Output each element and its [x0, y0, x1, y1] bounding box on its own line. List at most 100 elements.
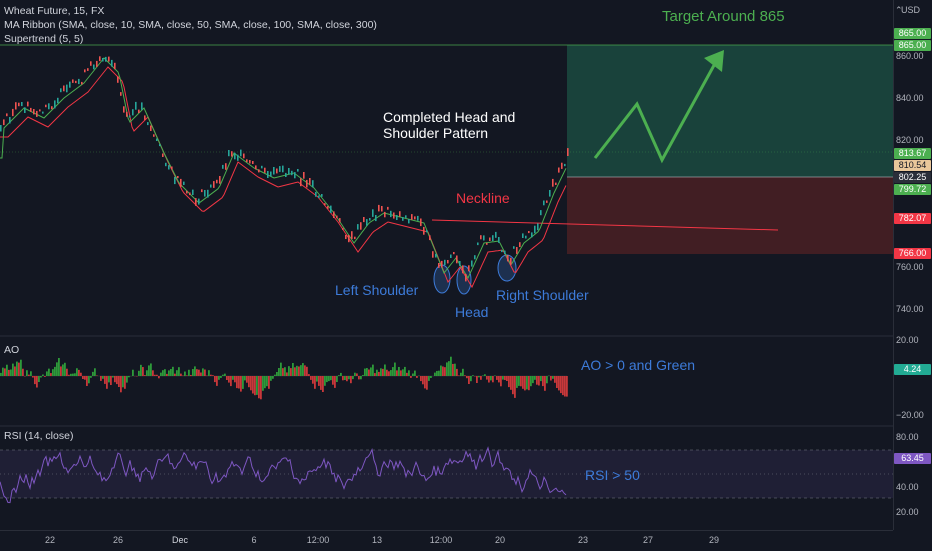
candle — [201, 189, 203, 192]
ao-annotation[interactable]: AO > 0 and Green — [581, 357, 695, 373]
pattern-annotation-line1[interactable]: Completed Head and — [383, 109, 515, 125]
ao-bar — [414, 371, 416, 376]
ao-bar — [252, 376, 254, 394]
candle — [381, 206, 383, 212]
candle — [363, 217, 365, 222]
candle — [210, 185, 212, 188]
target-zone[interactable] — [567, 45, 893, 177]
ao-bar — [64, 363, 66, 376]
time-label: 23 — [578, 535, 588, 545]
candle — [324, 203, 326, 205]
ao-bar — [60, 366, 62, 376]
candle — [351, 231, 353, 239]
candle — [246, 159, 248, 162]
rsi-annotation[interactable]: RSI > 50 — [585, 467, 640, 483]
candle — [498, 237, 500, 243]
candle — [93, 65, 95, 70]
ao-bar — [26, 370, 28, 376]
ao-bar — [2, 368, 4, 376]
supertrend-line — [0, 67, 566, 287]
left-shoulder-annotation[interactable]: Left Shoulder — [335, 282, 418, 298]
candle — [492, 235, 494, 241]
ao-bar — [426, 376, 428, 390]
stop-zone[interactable] — [567, 177, 893, 254]
ao-bar — [236, 376, 238, 388]
candle — [237, 155, 239, 161]
ao-bar — [118, 376, 120, 387]
ao-bar — [214, 376, 216, 382]
candle — [0, 125, 2, 132]
candle — [3, 119, 5, 125]
ao-bar — [524, 376, 526, 390]
pattern-annotation-line2[interactable]: Shoulder Pattern — [383, 125, 488, 141]
ao-bar — [330, 376, 332, 380]
price-tag-entry: 802.25 — [894, 172, 931, 183]
legend-rsi[interactable]: RSI (14, close) — [4, 430, 73, 442]
candle — [123, 106, 125, 112]
candle — [495, 232, 497, 238]
price-tick-860: 860.00 — [896, 51, 924, 61]
ao-bar — [194, 366, 196, 376]
ao-bar — [44, 376, 46, 377]
ao-bar — [556, 376, 558, 388]
candle — [84, 69, 86, 72]
ao-bar — [482, 375, 484, 376]
candle — [417, 216, 419, 221]
legend-symbol[interactable]: Wheat Future, 15, FX — [4, 5, 104, 17]
time-axis[interactable]: 22 26 Dec 6 12:00 13 12:00 20 23 27 29 — [0, 530, 893, 551]
candle — [513, 246, 515, 249]
ao-bar — [208, 370, 210, 376]
candle — [399, 211, 401, 216]
ao-bar — [312, 376, 314, 384]
ao-bar — [290, 368, 292, 376]
ao-bar — [260, 376, 262, 399]
ao-bar — [332, 376, 334, 385]
chart-canvas[interactable] — [0, 0, 893, 530]
ao-bar — [10, 369, 12, 376]
currency-label[interactable]: USD — [901, 5, 920, 15]
neckline-annotation[interactable]: Neckline — [456, 190, 510, 206]
ao-bar — [354, 373, 356, 376]
head-annotation[interactable]: Head — [455, 304, 488, 320]
legend-ma-ribbon[interactable]: MA Ribbon (SMA, close, 10, SMA, close, 5… — [4, 19, 377, 31]
ao-bar — [94, 368, 96, 376]
ao-bar — [306, 367, 308, 376]
candle — [216, 180, 218, 184]
ao-bar — [430, 376, 432, 378]
ao-bar — [484, 374, 486, 376]
target-annotation[interactable]: Target Around 865 — [662, 8, 785, 25]
ao-bar — [532, 376, 534, 383]
ao-bar — [156, 375, 158, 376]
candle — [321, 194, 323, 197]
ao-bar — [456, 369, 458, 376]
candle — [450, 255, 452, 259]
right-shoulder-annotation[interactable]: Right Shoulder — [496, 287, 589, 303]
ao-bar — [424, 376, 426, 388]
candle — [186, 191, 188, 194]
candle — [264, 168, 266, 173]
legend-supertrend[interactable]: Supertrend (5, 5) — [4, 33, 83, 45]
ao-bar — [302, 363, 304, 376]
candle — [444, 260, 446, 265]
candle — [483, 235, 485, 240]
ao-bar — [468, 376, 470, 384]
candle — [540, 210, 542, 215]
ao-bar — [480, 376, 482, 380]
legend-ao[interactable]: AO — [4, 344, 19, 356]
candle — [174, 177, 176, 184]
candle — [423, 227, 425, 235]
currency-chevron-icon[interactable]: ⌃ — [895, 5, 903, 16]
candle — [369, 218, 371, 221]
price-axis[interactable]: USD ⌃ 860.00 840.00 820.00 760.00 740.00… — [893, 0, 932, 530]
candle — [366, 219, 368, 226]
ao-bar — [172, 367, 174, 376]
main-chart[interactable]: Wheat Future, 15, FX MA Ribbon (SMA, clo… — [0, 0, 893, 530]
ao-bar — [12, 364, 14, 376]
ao-bar — [440, 366, 442, 377]
ao-bar — [286, 372, 288, 376]
ao-bar — [420, 376, 422, 381]
candle — [306, 180, 308, 188]
candle — [516, 247, 518, 254]
ao-bar — [310, 376, 312, 380]
ao-bar — [50, 373, 52, 376]
